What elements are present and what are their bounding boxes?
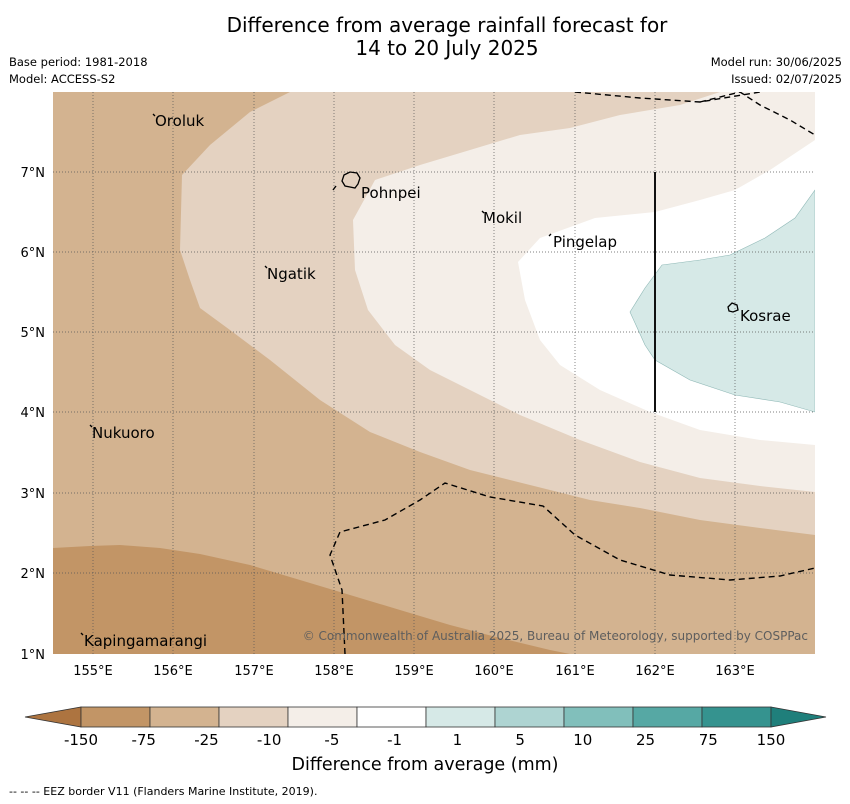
colorbar-tick-label: -150 <box>64 731 98 749</box>
model-run: Model run: 30/06/2025 <box>710 55 842 69</box>
map-title: Difference from average rainfall forecas… <box>0 14 850 60</box>
region-1-to-5 <box>629 189 815 413</box>
region-minus75-to-minus25 <box>53 545 570 654</box>
lon-label: 155°E <box>73 664 113 679</box>
kapinga-dot <box>80 632 84 636</box>
base-period: Base period: 1981-2018 <box>9 55 148 69</box>
pohnpei-island <box>341 171 361 189</box>
lon-label: 156°E <box>153 664 193 679</box>
eez-footnote: -- -- -- EEZ border V11 (Flanders Marine… <box>9 785 318 798</box>
label-ngatik: Ngatik <box>267 265 316 283</box>
colorbar-title: Difference from average (mm) <box>291 755 559 775</box>
shaded-regions <box>53 92 815 654</box>
colorbar-left-extension <box>24 706 82 728</box>
lon-label: 160°E <box>474 664 514 679</box>
lat-label: 2°N <box>21 567 46 582</box>
label-pingelap: Pingelap <box>553 233 617 251</box>
colorbar-tick-label: -25 <box>194 731 219 749</box>
mokil-dot <box>481 210 485 214</box>
nukuoro-dot <box>89 424 93 428</box>
issued-date: Issued: 02/07/2025 <box>731 72 842 86</box>
meta-right: Model run: 30/06/2025 Issued: 02/07/2025 <box>711 54 842 88</box>
colorbar-tick-label: 150 <box>757 731 786 749</box>
colorbar-swatch <box>701 706 772 728</box>
colorbar-swatch <box>287 706 358 728</box>
lon-label: 158°E <box>314 664 354 679</box>
pingelap-dot <box>548 233 552 237</box>
colorbar-tick-label: -75 <box>131 731 156 749</box>
label-kapingamarangi: Kapingamarangi <box>84 632 207 650</box>
colorbar-swatch <box>425 706 496 728</box>
lat-label: 5°N <box>21 326 46 341</box>
lon-axis-labels: 155°E 156°E 157°E 158°E 159°E 160°E 161°… <box>73 664 755 679</box>
label-nukuoro: Nukuoro <box>92 424 155 442</box>
colorbar-swatch <box>494 706 565 728</box>
oroluk-dot <box>152 113 156 117</box>
colorbar-swatch <box>218 706 289 728</box>
label-pohnpei: Pohnpei <box>361 184 421 202</box>
colorbar: -150 -75 -25 -10 -5 -1 1 5 10 25 75 150 <box>24 706 827 749</box>
colorbar-tick-label: 1 <box>453 731 463 749</box>
colorbar-tick-label: 5 <box>515 731 525 749</box>
kosrae-island <box>727 302 739 313</box>
lon-label: 161°E <box>555 664 595 679</box>
colorbar-swatch <box>563 706 634 728</box>
eez-borders <box>329 92 815 654</box>
colorbar-tick-label: -10 <box>257 731 282 749</box>
islands <box>80 113 739 636</box>
copyright-text: © Commonwealth of Australia 2025, Bureau… <box>303 629 808 643</box>
label-kosrae: Kosrae <box>740 307 791 325</box>
title-line-1: Difference from average rainfall forecas… <box>226 13 668 37</box>
colorbar-right-extension <box>770 706 827 728</box>
colorbar-tick-labels: -150 -75 -25 -10 -5 -1 1 5 10 25 75 150 <box>64 731 785 749</box>
lon-label: 157°E <box>234 664 274 679</box>
lon-label: 159°E <box>394 664 434 679</box>
lon-label: 163°E <box>715 664 755 679</box>
lat-axis-labels: 7°N 6°N 5°N 4°N 3°N 2°N 1°N <box>21 166 46 663</box>
ngatik-dot <box>264 265 268 269</box>
colorbar-tick-label: 25 <box>636 731 655 749</box>
colorbar-swatches <box>80 706 772 728</box>
meta-left: Base period: 1981-2018 Model: ACCESS-S2 <box>9 54 148 88</box>
colorbar-swatch <box>149 706 220 728</box>
lat-label: 1°N <box>21 648 46 663</box>
colorbar-tick-label: -1 <box>387 731 402 749</box>
label-oroluk: Oroluk <box>155 112 204 130</box>
colorbar-swatch <box>356 706 427 728</box>
lat-label: 6°N <box>21 246 46 261</box>
label-mokil: Mokil <box>483 209 522 227</box>
colorbar-tick-label: -5 <box>324 731 339 749</box>
title-line-2: 14 to 20 July 2025 <box>355 36 539 60</box>
lat-label: 4°N <box>21 406 46 421</box>
colorbar-swatch <box>80 706 151 728</box>
colorbar-tick-label: 10 <box>573 731 592 749</box>
lat-label: 3°N <box>21 487 46 502</box>
place-labels: Oroluk Pohnpei Mokil Pingelap Ngatik Kos… <box>84 112 791 650</box>
colorbar-swatch <box>632 706 703 728</box>
lat-label: 7°N <box>21 166 46 181</box>
colorbar-tick-label: 75 <box>699 731 718 749</box>
lon-label: 162°E <box>635 664 675 679</box>
grid-lines <box>53 92 815 654</box>
model-name: Model: ACCESS-S2 <box>9 72 116 86</box>
